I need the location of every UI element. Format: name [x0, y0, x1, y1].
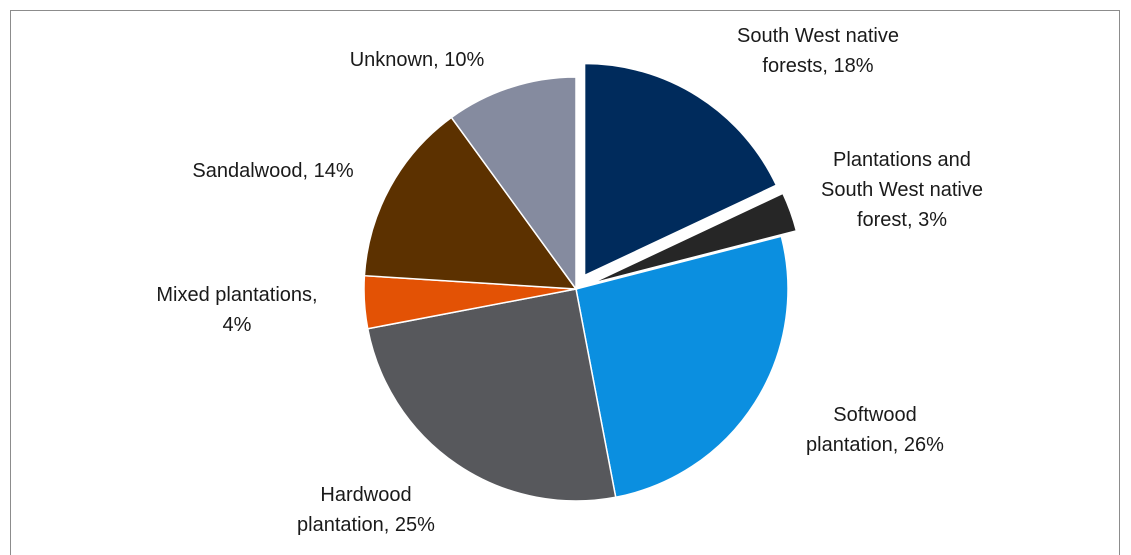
pie-slice — [575, 235, 789, 499]
slice-label: Plantations and South West native forest, … — [821, 149, 983, 231]
slice-label-line: forests, 18% — [762, 55, 873, 77]
pie-slice — [366, 288, 617, 502]
slice-label-line: South West native — [821, 179, 983, 201]
slice-label: Sandalwood, 14% — [192, 160, 353, 182]
pie-slice — [363, 116, 578, 290]
pie-slice — [590, 192, 798, 285]
slice-label-line: forest, 3% — [857, 209, 947, 231]
pie-slice — [583, 62, 778, 277]
slice-label-line: 4% — [223, 314, 252, 336]
slice-label: South West native forests, 18% — [737, 25, 899, 77]
pie-slice — [450, 76, 577, 292]
chart-frame — [10, 10, 1120, 555]
slice-label-line: Hardwood — [320, 484, 411, 506]
slice-label-line: Plantations and — [833, 149, 971, 171]
slice-label-line: Sandalwood, 14% — [192, 160, 353, 182]
slice-label-line: Softwood — [833, 404, 916, 426]
slice-label: Mixed plantations, 4% — [156, 284, 317, 336]
slice-label-line: Unknown, 10% — [350, 49, 485, 71]
slice-label: Unknown, 10% — [350, 49, 485, 71]
slice-label-line: plantation, 25% — [297, 514, 435, 536]
slice-label-line: Mixed plantations, — [156, 284, 317, 306]
slice-label-line: plantation, 26% — [806, 434, 944, 456]
slice-label: Softwood plantation, 26% — [806, 404, 944, 456]
slice-label-line: South West native — [737, 25, 899, 47]
slice-label: Hardwood plantation, 25% — [297, 484, 435, 536]
